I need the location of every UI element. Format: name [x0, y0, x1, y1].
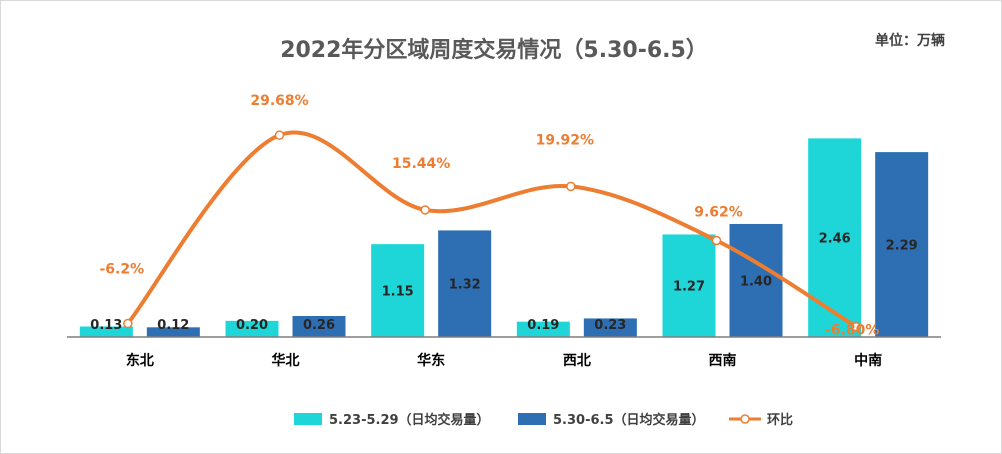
line-marker-5: [851, 321, 861, 332]
legend-swatch-series-1: [294, 413, 322, 425]
bar-s1-0: [79, 326, 133, 337]
category-label-4: 西南: [709, 352, 737, 369]
line-marker-1: [274, 130, 285, 140]
category-labels: 东北 华北 华东 西北 西南 中南: [126, 352, 882, 369]
bar-s2-0: [146, 327, 200, 337]
bar-s2-2: [438, 230, 492, 337]
bar-label-s2-5: 2.29: [886, 239, 918, 254]
bar-label-s1-3: 0.19: [527, 318, 559, 333]
bar-label-s2-2: 1.32: [449, 278, 481, 293]
line-marker-3: [566, 181, 576, 192]
unit-label: 单位：万辆: [875, 32, 945, 49]
bar-label-s2-4: 1.40: [740, 274, 772, 289]
bar-s1-4: [662, 234, 716, 337]
bar-s1-1: [225, 320, 279, 337]
line-marker-4: [711, 235, 722, 246]
category-label-0: 东北: [126, 352, 154, 369]
line-label-1: 29.68%: [250, 93, 308, 109]
line-label-5: -6.80%: [825, 323, 879, 339]
legend-label-series-1: 5.23-5.29（日均交易量）: [329, 412, 490, 428]
category-label-1: 华北: [272, 352, 300, 369]
bar-label-s1-1: 0.20: [236, 318, 268, 333]
legend-swatch-series-2: [518, 413, 546, 425]
bar-label-s2-1: 0.26: [303, 318, 335, 333]
bar-s2-4: [729, 223, 783, 337]
legend-label-series-2: 5.30-6.5（日均交易量）: [553, 412, 705, 428]
bar-label-s2-3: 0.23: [594, 318, 626, 333]
category-label-2: 华东: [417, 352, 445, 369]
bar-label-s1-2: 1.15: [382, 285, 414, 300]
bar-label-s1-4: 1.27: [673, 280, 705, 295]
category-label-5: 中南: [854, 352, 882, 369]
bar-s1-5: [808, 138, 862, 337]
bar-s1-2: [371, 244, 425, 337]
bar-s1-3: [516, 321, 570, 337]
line-label-3: 19.92%: [536, 132, 594, 148]
chart-title: 2022年分区域周度交易情况（5.30-6.5）: [280, 37, 708, 63]
bar-s2-1: [292, 316, 346, 337]
line-layer: -6.2% 29.68% 15.44% 19.92% 9.62% -6.80%: [100, 93, 880, 339]
category-label-3: 西北: [563, 353, 591, 369]
line-marker-2: [420, 205, 430, 215]
line-series-path: [125, 130, 859, 329]
line-label-0: -6.2%: [100, 262, 145, 278]
bar-label-s1-0: 0.13: [90, 318, 122, 333]
line-marker-0: [123, 318, 133, 329]
bar-s2-3: [583, 318, 637, 337]
line-label-4: 9.62%: [694, 204, 743, 220]
legend-line-marker: [740, 414, 750, 424]
bar-label-s1-5: 2.46: [819, 232, 851, 247]
legend: 5.23-5.29（日均交易量） 5.30-6.5（日均交易量） 环比: [294, 412, 793, 428]
bar-label-s2-0: 0.12: [157, 318, 189, 333]
bars-layer: 0.13 0.12 0.20 0.26 1.15 1.32 0.19 0.23 1.27 1.40…: [79, 138, 929, 337]
legend-label-line: 环比: [767, 412, 793, 428]
line-label-2: 15.44%: [392, 156, 450, 172]
bar-s2-5: [875, 152, 929, 337]
